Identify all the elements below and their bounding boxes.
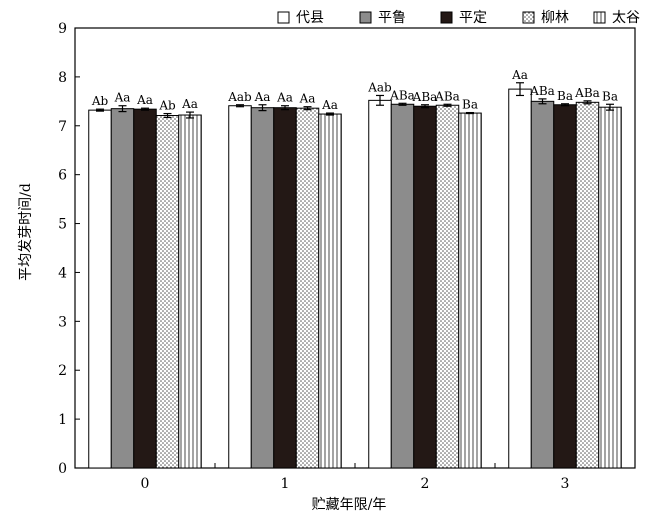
legend-swatch: [277, 11, 290, 24]
bar: [368, 99, 392, 469]
data-label: ABa: [574, 86, 600, 100]
data-label: Aa: [299, 92, 316, 106]
y-axis: 0 1 2 3 4 5 6 7 8 9: [58, 21, 80, 477]
bar: [598, 106, 622, 469]
legend-label: 平定: [459, 10, 487, 26]
legend-label: 太谷: [612, 10, 640, 26]
bar: [133, 108, 157, 469]
x-tick-label: 1: [281, 476, 290, 492]
y-tick-label: 9: [58, 21, 67, 37]
bar: [530, 100, 555, 469]
bar: [318, 113, 342, 469]
legend-swatch: [522, 11, 535, 24]
legend-label: 平鲁: [378, 10, 406, 26]
y-tick-label: 7: [58, 119, 67, 135]
x-axis-title: 贮藏年限/年: [312, 497, 387, 513]
legend-swatch: [359, 11, 372, 24]
data-label: Aa: [511, 68, 528, 82]
bar: [413, 105, 437, 469]
y-tick-label: 3: [58, 314, 67, 330]
bar: [508, 88, 532, 469]
bar: [553, 104, 577, 469]
bar: [575, 101, 600, 469]
bar: [458, 112, 482, 469]
data-label: Aa: [114, 91, 131, 105]
data-label: Aa: [254, 90, 271, 104]
y-tick-label: 8: [58, 70, 67, 86]
bar: [110, 108, 135, 469]
data-label: Aab: [367, 80, 392, 94]
data-label: ABa: [389, 88, 415, 102]
y-tick-label: 2: [58, 363, 67, 379]
bar: [435, 104, 460, 469]
y-tick-label: 0: [58, 461, 67, 477]
bar: [228, 105, 252, 469]
x-tick-label: 3: [561, 476, 570, 492]
legend-swatch: [440, 11, 453, 24]
bar: [250, 107, 275, 469]
bar: [178, 114, 202, 469]
data-label: Aab: [227, 90, 252, 104]
y-tick-label: 1: [58, 412, 67, 428]
data-label: Ab: [158, 99, 176, 113]
data-label: Ba: [462, 98, 478, 112]
data-label: ABa: [412, 90, 438, 104]
y-axis-title: 平均发芽时间/d: [18, 183, 34, 281]
data-label: Aa: [136, 93, 153, 107]
legend: 代县 平鲁 平定 柳林 太谷: [277, 9, 640, 26]
y-tick-label: 6: [58, 168, 67, 184]
legend-label: 代县: [296, 10, 324, 26]
data-label: Aa: [276, 91, 293, 105]
y-tick-label: 4: [58, 265, 67, 281]
data-label: Ab: [91, 94, 109, 108]
bar: [295, 107, 320, 469]
data-label: Aa: [321, 98, 338, 112]
x-tick-label: 0: [141, 476, 150, 492]
data-label: ABa: [434, 89, 460, 103]
legend-label: 柳林: [541, 9, 569, 26]
bar: [155, 115, 180, 469]
data-label: Ba: [602, 89, 618, 103]
legend-swatch: [593, 11, 606, 24]
data-label: Aa: [181, 97, 198, 111]
bar: [273, 107, 297, 469]
bar: [88, 109, 112, 469]
bar: [390, 103, 415, 469]
data-label: Ba: [557, 89, 573, 103]
x-tick-label: 2: [421, 476, 430, 492]
x-axis: 0 1 2 3: [141, 463, 570, 492]
data-label: ABa: [529, 84, 555, 98]
y-tick-label: 5: [58, 217, 67, 233]
